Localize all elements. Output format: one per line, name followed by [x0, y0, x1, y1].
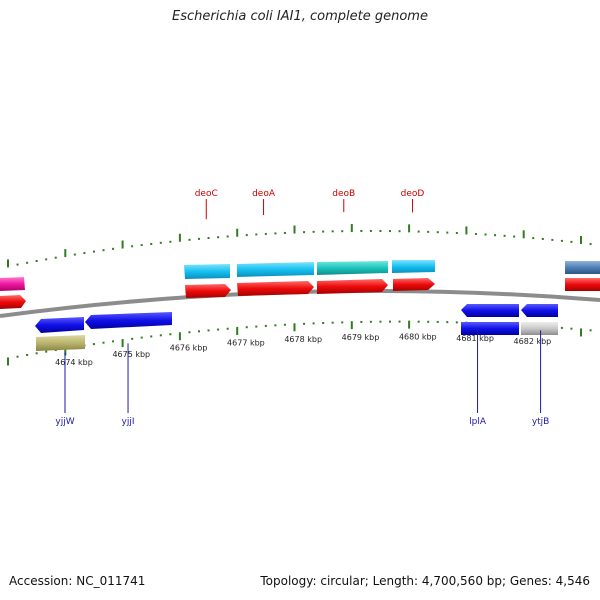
gene-label-deob: deoB: [332, 189, 355, 213]
coordinate-label: 4677 kbp: [227, 338, 265, 347]
coordinate-label: 4680 kbp: [399, 333, 437, 342]
gene-block-deoD-cyan: [392, 260, 435, 273]
gene-label-text: deoA: [252, 189, 276, 199]
gene-block-deoB-teal: [317, 261, 388, 275]
tick-row-top: [7, 224, 592, 268]
coordinate-labels: 4674 kbp 4675 kbp 4676 kbp 4677 kbp 4678 kbp…: [55, 333, 551, 367]
gene-label-text: yjjI: [122, 417, 135, 427]
gene-arrow-red-right: [565, 278, 600, 291]
gene-label-yjjw: yjjW: [55, 352, 75, 427]
gene-label-lpla: lplA: [469, 327, 487, 427]
gene-block-olive: [36, 335, 85, 351]
gene-label-text: ytjB: [532, 417, 550, 427]
gene-block-pink: [0, 277, 25, 291]
gene-label-ytjb: ytjB: [532, 330, 550, 427]
feature-row-top-inner: [0, 278, 600, 309]
accession-text: Accession: NC_011741: [9, 574, 146, 588]
gene-label-text: yjjW: [55, 417, 74, 427]
gene-label-text: deoD: [401, 189, 425, 199]
gene-block-deoA-cyan: [237, 262, 314, 277]
gene-arrow-deoD: [393, 278, 435, 291]
gene-label-yjji: yjjI: [122, 343, 135, 427]
gene-block-ytjB-gray: [521, 322, 558, 335]
coordinate-label: 4678 kbp: [284, 335, 322, 344]
gene-block-steel: [565, 261, 600, 274]
feature-row-bottom-inner: [35, 304, 558, 333]
gene-label-text: deoC: [195, 189, 218, 199]
genome-summary-text: Topology: circular; Length: 4,700,560 bp…: [260, 574, 590, 588]
gene-arrow-red-left: [0, 295, 26, 309]
coordinate-label: 4674 kbp: [55, 358, 93, 367]
gene-arrow-deoA: [237, 281, 314, 296]
coordinate-label: 4682 kbp: [514, 337, 552, 346]
gene-label-deod: deoD: [401, 189, 425, 213]
feature-row-bottom-outer: [36, 322, 558, 351]
gene-arrow-lplA: [461, 304, 519, 317]
gene-block-deoC-cyan: [184, 264, 230, 279]
gene-arrow-yjjI: [85, 312, 172, 329]
coordinate-label: 4675 kbp: [112, 350, 150, 359]
gene-block-lplA-blue: [461, 322, 519, 335]
gene-arrow-deoC: [185, 284, 231, 298]
coordinate-label: 4676 kbp: [170, 343, 208, 352]
gene-arrow-ytjB: [521, 304, 558, 317]
gene-label-text: deoB: [332, 189, 355, 199]
coordinate-label: 4679 kbp: [342, 333, 380, 342]
gene-label-text: lplA: [469, 417, 487, 427]
coordinate-label: 4681 kbp: [456, 334, 494, 343]
gene-label-deoc: deoC: [195, 189, 218, 220]
map-title: Escherichia coli IAI1, complete genome: [172, 9, 428, 24]
gene-labels: deoC deoA deoB deoD yjjW yjjI lplA ytjB: [55, 189, 549, 427]
feature-row-top-outer: [0, 260, 600, 291]
gene-arrow-deoB: [317, 279, 388, 294]
gene-arrow-yjjW: [35, 317, 84, 333]
gene-label-deoa: deoA: [252, 189, 276, 216]
